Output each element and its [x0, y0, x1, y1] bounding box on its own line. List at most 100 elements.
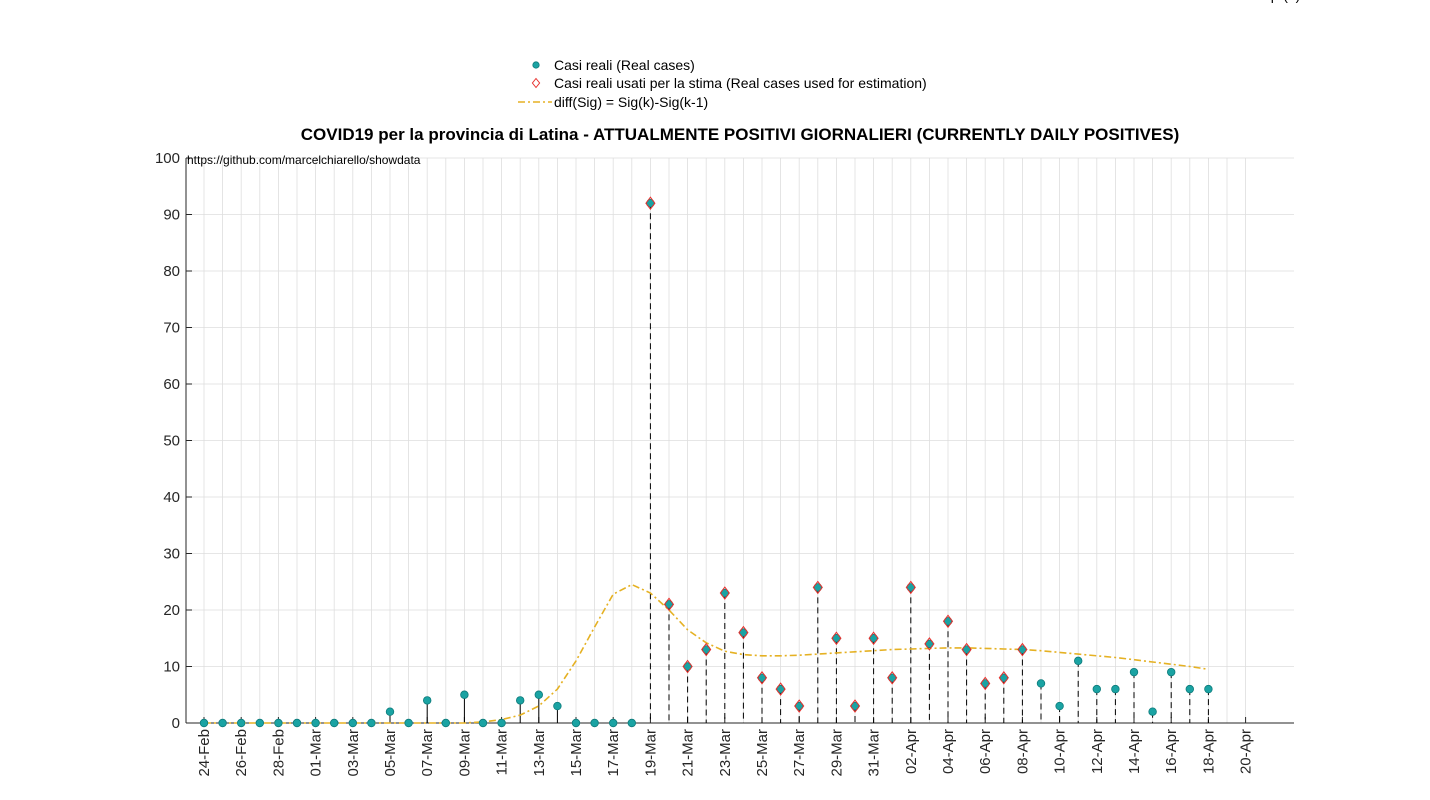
legend-label-estimation: Casi reali usati per la stima (Real case…	[554, 75, 927, 91]
y-tick-label: 30	[163, 546, 180, 563]
real-case-point	[199, 718, 209, 728]
real-case-point	[1111, 684, 1120, 694]
real-case-point	[1166, 667, 1176, 677]
x-tick-label: 09-Mar	[456, 729, 473, 777]
x-tick-label: 07-Mar	[419, 729, 436, 777]
estimation-diamond	[682, 659, 693, 674]
real-case-point	[385, 707, 395, 716]
estimation-diamond	[645, 196, 656, 211]
real-case-point	[1148, 707, 1157, 716]
real-case-point	[348, 718, 357, 728]
real-case-point	[1185, 684, 1194, 694]
real-case-point	[683, 662, 692, 671]
x-tick-label: 18-Apr	[1200, 729, 1217, 774]
real-case-point	[609, 718, 618, 728]
legend-label-real-cases: Casi reali (Real cases)	[554, 57, 695, 73]
real-case-point	[720, 588, 729, 598]
estimation-diamond	[756, 670, 768, 685]
real-case-point	[925, 639, 934, 649]
estimation-diamond	[1017, 642, 1028, 657]
real-case-point	[962, 645, 971, 654]
estimation-diamond	[868, 631, 879, 646]
legend-marker-estimation	[531, 77, 541, 89]
real-case-point	[981, 679, 990, 688]
estimation-diamond	[905, 580, 916, 595]
x-tick-label: 24-Feb	[196, 729, 213, 777]
real-case-point	[1073, 656, 1083, 666]
real-case-point	[311, 718, 320, 728]
legend-marker-real-cases	[532, 61, 540, 69]
y-tick-label: 80	[163, 263, 180, 280]
estimation-diamond	[663, 597, 675, 612]
source-url: https://github.com/marcelchiarello/showd…	[187, 153, 421, 167]
real-case-point	[757, 673, 767, 682]
grid	[186, 157, 1294, 724]
legend-label-fit: diff(Sig) = Sig(k)-Sig(k-1)	[554, 94, 708, 110]
real-case-point	[441, 718, 450, 728]
y-tick-label: 50	[163, 433, 180, 450]
x-tick-label: 12-Apr	[1089, 729, 1106, 774]
real-case-point	[702, 645, 711, 654]
x-tick-label: 23-Mar	[717, 729, 734, 777]
real-case-point	[292, 718, 302, 728]
real-case-point	[664, 600, 674, 609]
real-case-point	[478, 718, 488, 728]
estimation-diamond	[812, 580, 823, 595]
estimation-diamond	[719, 586, 730, 600]
y-tick-label: 100	[155, 150, 180, 167]
real-case-point	[1092, 684, 1101, 694]
estimation-diamond	[831, 631, 842, 646]
real-case-point	[850, 701, 860, 711]
real-case-point	[274, 718, 283, 728]
x-tick-label: 08-Apr	[1014, 729, 1031, 774]
estimation-diamond	[794, 699, 805, 713]
real-case-point	[1036, 679, 1046, 688]
real-case-point	[646, 198, 655, 208]
estimation-diamond	[924, 637, 935, 651]
real-case-point	[999, 673, 1008, 682]
estimation-diamond	[775, 682, 786, 696]
real-case-point	[888, 673, 897, 682]
real-case-point	[1129, 667, 1139, 677]
real-case-point	[423, 696, 432, 705]
y-tick-label: 20	[163, 602, 180, 619]
legend: Casi reali (Real cases) Casi reali usati…	[518, 57, 927, 110]
x-tick-label: 15-Mar	[568, 729, 585, 777]
x-tick-label: 04-Apr	[940, 729, 957, 774]
y-tick-label: 70	[163, 320, 180, 337]
x-tick-label: 17-Mar	[605, 729, 622, 777]
real-case-point	[906, 583, 915, 592]
y-tick-label: 40	[163, 489, 180, 506]
x-tick-label: 19-Mar	[642, 729, 659, 777]
real-case-point	[255, 718, 264, 728]
real-case-point	[553, 701, 562, 711]
real-case-point	[739, 628, 748, 637]
x-tick-label: 01-Mar	[308, 729, 325, 777]
x-tick-label: 20-Apr	[1238, 729, 1255, 774]
points	[199, 196, 1213, 728]
x-tick-label: 26-Feb	[233, 729, 250, 777]
real-case-point	[236, 718, 246, 728]
x-tick-label: 25-Mar	[754, 729, 771, 777]
estimation-diamond	[980, 676, 991, 691]
x-tick-label: 05-Mar	[382, 729, 399, 777]
y-tick-label: 90	[163, 207, 180, 224]
real-case-point	[516, 696, 525, 705]
real-case-point	[832, 634, 841, 643]
x-tick-label: 14-Apr	[1126, 729, 1143, 774]
real-case-point	[943, 617, 953, 626]
real-case-point	[571, 718, 581, 728]
x-tick-label: 28-Feb	[270, 729, 287, 777]
real-case-point	[1055, 701, 1064, 711]
real-case-point	[1018, 645, 1027, 654]
real-case-point	[497, 718, 506, 728]
y-tick-label: 60	[163, 376, 180, 393]
x-tick-label: 31-Mar	[866, 729, 883, 777]
real-case-point	[869, 634, 878, 643]
estimation-diamond	[738, 625, 749, 640]
real-case-point	[590, 718, 599, 728]
y-tick-label: 0	[172, 715, 180, 732]
real-case-point	[367, 718, 376, 728]
x-tick-label: 02-Apr	[903, 729, 920, 774]
